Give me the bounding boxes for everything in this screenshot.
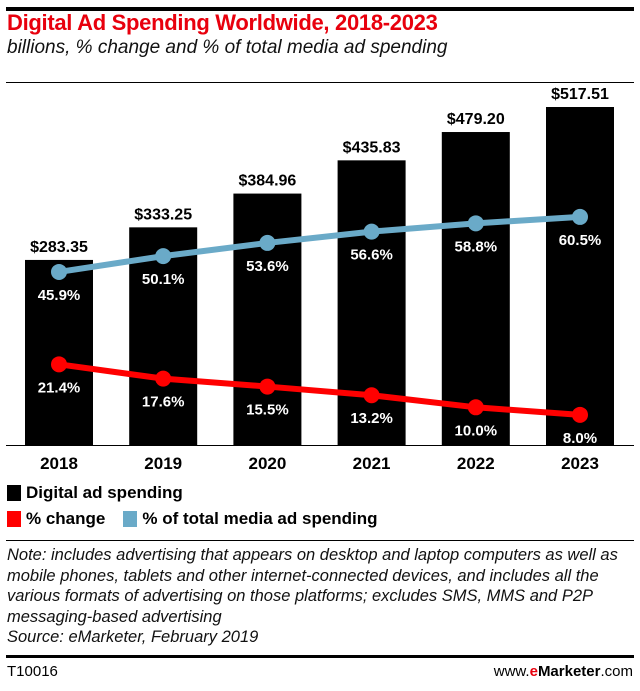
point-value-label: 17.6% <box>142 394 185 411</box>
x-tick-label: 2020 <box>248 454 286 473</box>
point-value-label: 8.0% <box>563 430 597 447</box>
bar-value-label: $384.96 <box>238 173 296 190</box>
x-tick-label: 2023 <box>561 454 599 473</box>
data-point <box>155 248 172 265</box>
bar-value-label: $283.35 <box>30 239 88 256</box>
chart-title: Digital Ad Spending Worldwide, 2018-2023 <box>7 10 438 35</box>
plot-area: $283.35 $333.25 $384.96 $435.83 $479.20 $517.… <box>6 86 634 473</box>
source-text: Source: eMarketer, February 2019 <box>7 628 259 646</box>
point-value-label: 50.1% <box>142 271 185 288</box>
bar-value-label: $479.20 <box>447 111 505 128</box>
legend-label: % of total media ad spending <box>142 509 378 528</box>
point-value-label: 21.4% <box>38 379 81 396</box>
legend-swatch <box>7 511 21 527</box>
bar-value-label: $333.25 <box>134 206 192 223</box>
note-text: Note: includes advertising that appears … <box>7 546 618 626</box>
bottom-rule <box>6 655 634 658</box>
header-rule <box>6 82 634 83</box>
data-point <box>259 378 276 395</box>
point-value-label: 56.6% <box>350 247 393 264</box>
chart-subtitle: billions, % change and % of total media … <box>7 37 448 58</box>
point-value-label: 45.9% <box>38 287 81 304</box>
bar <box>25 259 93 445</box>
point-value-label: 60.5% <box>559 232 602 249</box>
bar <box>546 107 614 445</box>
x-tick-label: 2021 <box>353 454 391 473</box>
data-point <box>155 370 172 387</box>
site-link[interactable]: www.eMarketer.com <box>493 663 633 680</box>
chart-code: T10016 <box>7 663 58 680</box>
x-tick-label: 2018 <box>40 454 78 473</box>
data-point <box>467 215 484 232</box>
note-block: Note: includes advertising that appears … <box>7 545 637 648</box>
legend-swatch <box>7 485 21 501</box>
note-rule <box>6 540 634 541</box>
data-point <box>363 387 380 404</box>
point-value-label: 15.5% <box>246 402 289 419</box>
bar-value-label: $435.83 <box>343 139 401 156</box>
data-point <box>572 406 588 423</box>
legend-swatch <box>123 511 138 527</box>
series-line <box>58 361 581 418</box>
point-value-label: 13.2% <box>350 410 393 427</box>
legend-label: Digital ad spending <box>26 483 183 502</box>
data-point <box>467 399 484 416</box>
bar-value-label: $517.51 <box>551 86 609 103</box>
data-point <box>363 223 380 240</box>
top-rule <box>6 7 634 11</box>
bar <box>441 132 510 446</box>
data-point <box>51 356 67 373</box>
x-tick-label: 2022 <box>457 454 495 473</box>
x-tick-label: 2019 <box>144 454 182 473</box>
legend-label: % change <box>26 509 106 528</box>
series-line <box>58 213 581 275</box>
point-value-label: 58.8% <box>455 238 498 255</box>
legend-row-2: % change % of total media ad spending <box>7 509 378 529</box>
point-value-label: 53.6% <box>246 258 289 275</box>
legend-item-spending: Digital ad spending <box>7 483 183 503</box>
point-value-label: 10.0% <box>455 422 498 439</box>
data-point <box>259 234 276 251</box>
data-point <box>51 263 67 280</box>
data-point <box>572 208 588 225</box>
